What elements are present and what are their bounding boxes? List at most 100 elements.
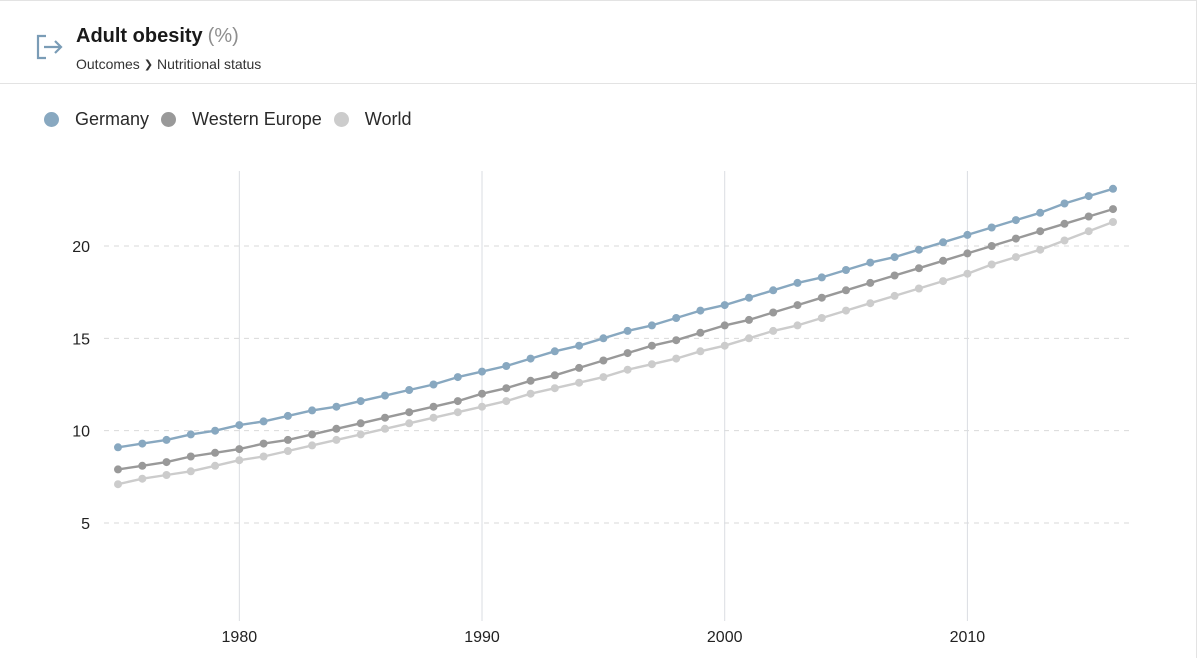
point-western-europe-2002[interactable] [769, 308, 778, 317]
point-germany-2005[interactable] [842, 266, 850, 274]
point-western-europe-1998[interactable] [672, 336, 681, 345]
point-germany-2015[interactable] [1084, 192, 1093, 201]
point-western-europe-1975[interactable] [114, 465, 122, 474]
point-western-europe-1989[interactable] [453, 397, 462, 406]
point-world-1984[interactable] [332, 435, 341, 444]
point-western-europe-1994[interactable] [575, 363, 584, 372]
point-germany-2000[interactable] [720, 301, 729, 310]
point-western-europe-2008[interactable] [914, 264, 923, 273]
point-germany-1975[interactable] [114, 443, 122, 452]
point-western-europe-1999[interactable] [696, 328, 705, 337]
point-germany-1984[interactable] [332, 402, 341, 411]
point-world-2004[interactable] [817, 314, 826, 322]
point-western-europe-2016[interactable] [1109, 205, 1117, 214]
point-germany-1990[interactable] [478, 367, 486, 376]
legend-item-world[interactable]: World [333, 109, 411, 130]
point-world-1977[interactable] [162, 471, 171, 479]
point-germany-1986[interactable] [381, 391, 389, 400]
point-western-europe-2014[interactable] [1060, 219, 1069, 228]
point-germany-2001[interactable] [745, 293, 753, 302]
point-germany-1991[interactable] [502, 362, 511, 370]
point-western-europe-1995[interactable] [599, 356, 608, 365]
point-world-2008[interactable] [914, 284, 923, 293]
point-western-europe-2013[interactable] [1036, 227, 1045, 236]
point-world-1994[interactable] [575, 378, 584, 387]
point-western-europe-1981[interactable] [259, 439, 268, 448]
point-world-1983[interactable] [308, 441, 317, 450]
point-world-2014[interactable] [1060, 236, 1069, 245]
point-western-europe-1982[interactable] [283, 435, 292, 444]
point-world-1993[interactable] [550, 384, 559, 393]
point-germany-1992[interactable] [526, 354, 535, 363]
point-western-europe-2009[interactable] [939, 256, 948, 265]
point-world-1991[interactable] [502, 397, 511, 406]
point-western-europe-1976[interactable] [138, 461, 147, 470]
point-world-2010[interactable] [963, 269, 972, 278]
point-germany-1977[interactable] [162, 435, 171, 444]
point-world-1980[interactable] [235, 456, 244, 465]
point-western-europe-2007[interactable] [890, 271, 899, 280]
point-world-1979[interactable] [211, 461, 220, 470]
point-western-europe-2011[interactable] [987, 242, 996, 250]
point-world-1985[interactable] [356, 430, 365, 439]
point-germany-1978[interactable] [186, 430, 195, 439]
point-germany-2006[interactable] [866, 258, 875, 267]
point-germany-1995[interactable] [599, 334, 608, 343]
point-world-1995[interactable] [599, 373, 608, 382]
point-world-2013[interactable] [1036, 245, 1045, 254]
point-western-europe-1992[interactable] [526, 376, 535, 385]
point-germany-2009[interactable] [939, 238, 948, 247]
point-world-1992[interactable] [526, 389, 535, 398]
point-germany-1976[interactable] [138, 439, 147, 448]
point-world-1978[interactable] [186, 467, 195, 476]
point-western-europe-1993[interactable] [550, 371, 559, 380]
point-world-1981[interactable] [259, 452, 268, 461]
point-germany-1993[interactable] [550, 347, 559, 356]
point-germany-2010[interactable] [963, 230, 972, 239]
point-western-europe-1988[interactable] [429, 402, 438, 411]
point-world-2006[interactable] [866, 299, 875, 308]
point-western-europe-2001[interactable] [745, 315, 753, 324]
point-western-europe-2006[interactable] [866, 278, 875, 287]
point-western-europe-1979[interactable] [211, 448, 220, 457]
point-world-2007[interactable] [890, 291, 899, 300]
point-germany-1987[interactable] [405, 386, 414, 394]
point-world-2003[interactable] [793, 321, 802, 330]
point-germany-1983[interactable] [308, 406, 317, 415]
point-germany-1980[interactable] [235, 421, 244, 430]
point-western-europe-1980[interactable] [235, 445, 244, 454]
point-western-europe-2010[interactable] [963, 249, 972, 258]
point-world-2000[interactable] [720, 341, 729, 350]
point-germany-1996[interactable] [623, 326, 632, 335]
point-world-1989[interactable] [453, 408, 462, 417]
breadcrumb-item-nutritional-status[interactable]: Nutritional status [157, 56, 262, 72]
point-germany-2012[interactable] [1011, 216, 1020, 225]
point-world-2002[interactable] [769, 326, 778, 335]
point-western-europe-1986[interactable] [381, 413, 389, 422]
point-world-1998[interactable] [672, 354, 681, 363]
point-germany-2014[interactable] [1060, 199, 1069, 208]
point-world-1987[interactable] [405, 419, 414, 428]
point-western-europe-1991[interactable] [502, 384, 511, 393]
point-germany-2004[interactable] [817, 273, 826, 282]
point-germany-1982[interactable] [283, 411, 292, 420]
point-germany-1989[interactable] [453, 373, 462, 382]
point-germany-2016[interactable] [1109, 184, 1117, 193]
point-germany-1994[interactable] [575, 341, 584, 350]
point-germany-2011[interactable] [987, 223, 996, 232]
point-world-2001[interactable] [745, 334, 753, 343]
point-germany-1998[interactable] [672, 314, 681, 322]
point-world-1990[interactable] [478, 402, 486, 411]
point-world-1996[interactable] [623, 365, 632, 374]
point-western-europe-2012[interactable] [1011, 234, 1020, 243]
point-western-europe-2003[interactable] [793, 301, 802, 310]
point-world-2009[interactable] [939, 277, 948, 286]
point-western-europe-1997[interactable] [647, 341, 656, 350]
point-western-europe-2000[interactable] [720, 321, 729, 330]
point-germany-1985[interactable] [356, 397, 365, 406]
point-world-2016[interactable] [1109, 218, 1117, 226]
point-western-europe-1984[interactable] [332, 424, 341, 433]
point-western-europe-1985[interactable] [356, 419, 365, 428]
point-germany-2007[interactable] [890, 253, 899, 262]
point-world-1982[interactable] [283, 447, 292, 455]
